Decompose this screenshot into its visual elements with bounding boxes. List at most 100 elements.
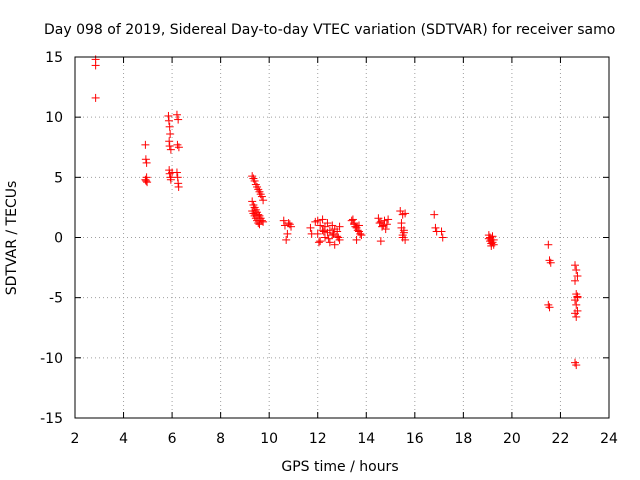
data-point (250, 176, 259, 185)
data-point (348, 215, 357, 224)
data-point (165, 122, 174, 131)
data-point (254, 219, 263, 228)
data-point (573, 272, 582, 281)
data-point (313, 216, 322, 225)
data-point (318, 226, 327, 235)
data-point (174, 143, 183, 152)
x-tick-label: 10 (260, 431, 278, 447)
data-point (259, 196, 268, 205)
x-axis-label: GPS time / hours (281, 459, 398, 475)
data-point (142, 158, 151, 167)
data-point (306, 223, 315, 232)
data-point (248, 197, 257, 206)
data-point (255, 220, 264, 229)
data-point (378, 222, 387, 231)
y-tick-label: -15 (40, 411, 63, 427)
data-point (141, 140, 150, 149)
data-point (141, 155, 150, 164)
data-point (384, 215, 393, 224)
data-point (572, 265, 581, 274)
data-point (437, 227, 446, 236)
y-tick-label: -10 (40, 351, 63, 367)
data-point (489, 235, 498, 244)
y-tick-label: 15 (45, 50, 63, 66)
data-point (165, 142, 174, 151)
data-point (571, 309, 580, 318)
y-tick-label: -5 (49, 291, 63, 307)
plot-frame (74, 56, 610, 419)
data-point (166, 130, 175, 139)
data-point (172, 168, 181, 177)
data-point (283, 229, 292, 238)
data-point (572, 300, 581, 309)
x-tick-label: 12 (309, 431, 327, 447)
data-point (397, 219, 406, 228)
data-point (571, 261, 580, 270)
data-points (91, 55, 582, 370)
data-point (164, 116, 173, 125)
x-tick-label: 18 (454, 431, 472, 447)
data-point (285, 220, 294, 229)
x-tick-label: 4 (119, 431, 128, 447)
data-point (166, 175, 175, 184)
y-tick-label: 5 (54, 170, 63, 186)
data-point (571, 276, 580, 285)
data-point (545, 303, 554, 312)
data-point (282, 235, 291, 244)
data-point (546, 258, 555, 267)
data-point (174, 115, 183, 124)
x-tick-label: 20 (503, 431, 521, 447)
y-axis-label: SDTVAR / TECUs (4, 181, 20, 296)
data-point (376, 237, 385, 246)
data-point (484, 234, 493, 243)
data-point (438, 233, 447, 242)
data-point (316, 221, 325, 230)
x-tick-label: 2 (71, 431, 80, 447)
y-tick-label: 10 (45, 110, 63, 126)
data-point (143, 178, 152, 187)
data-point (279, 216, 288, 225)
chart-title: Day 098 of 2019, Sidereal Day-to-day VTE… (44, 22, 615, 38)
data-point (487, 241, 496, 250)
data-point (91, 93, 100, 102)
data-point (142, 176, 151, 185)
data-point (354, 221, 363, 230)
data-point (314, 238, 323, 247)
data-point (319, 227, 328, 236)
data-point (544, 240, 553, 249)
data-point (356, 229, 365, 238)
data-point (398, 231, 407, 240)
x-tick-label: 6 (168, 431, 177, 447)
data-point (334, 233, 343, 242)
x-tick-label: 14 (357, 431, 375, 447)
data-point (330, 240, 339, 249)
x-tick-label: 24 (600, 431, 618, 447)
data-point (382, 220, 391, 229)
data-point (324, 234, 333, 243)
data-point (325, 238, 334, 247)
data-point (313, 229, 322, 238)
data-point (430, 210, 439, 219)
data-point (572, 361, 581, 370)
data-point (91, 61, 100, 70)
data-point (431, 223, 440, 232)
data-point (166, 145, 175, 154)
data-point (573, 293, 582, 302)
data-point (318, 215, 327, 224)
data-point (352, 235, 361, 244)
data-point (323, 219, 332, 228)
data-point (401, 209, 410, 218)
data-point (323, 228, 332, 237)
y-tick-label: 0 (54, 231, 63, 247)
x-tick-label: 8 (216, 431, 225, 447)
data-point (401, 235, 410, 244)
data-point (572, 312, 581, 321)
data-point (357, 231, 366, 240)
data-point (328, 231, 337, 240)
x-tick-label: 22 (552, 431, 570, 447)
x-tick-label: 16 (406, 431, 424, 447)
data-point (335, 222, 344, 231)
data-point (350, 219, 359, 228)
